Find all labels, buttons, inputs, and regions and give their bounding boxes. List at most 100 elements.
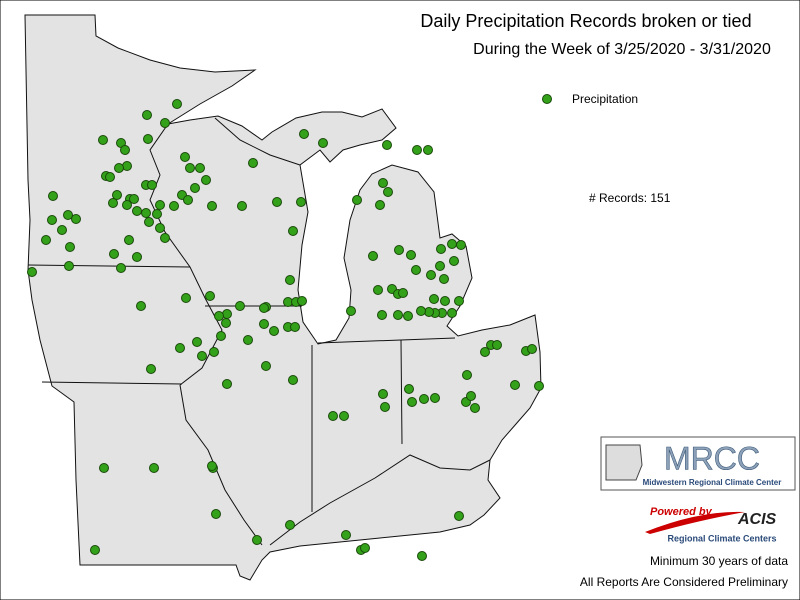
station-marker xyxy=(116,263,126,273)
station-marker xyxy=(211,509,221,519)
station-marker xyxy=(259,303,269,313)
station-marker xyxy=(155,223,165,233)
station-marker xyxy=(65,242,75,252)
station-marker xyxy=(447,239,457,249)
station-marker xyxy=(352,195,362,205)
station-marker xyxy=(296,197,306,207)
legend-marker xyxy=(542,94,552,104)
station-marker xyxy=(248,158,258,168)
station-marker xyxy=(411,265,421,275)
station-marker xyxy=(383,187,393,197)
station-marker xyxy=(99,463,109,473)
station-marker xyxy=(175,343,185,353)
station-marker xyxy=(108,198,118,208)
station-marker xyxy=(132,206,142,216)
station-marker xyxy=(207,201,217,211)
station-marker xyxy=(492,340,502,350)
station-marker xyxy=(480,347,490,357)
station-marker xyxy=(124,235,134,245)
station-marker xyxy=(285,520,295,530)
swoosh xyxy=(645,511,745,534)
station-markers xyxy=(27,99,544,561)
station-marker xyxy=(412,145,422,155)
powered-by: Powered by xyxy=(650,506,713,518)
station-marker xyxy=(63,210,73,220)
station-marker xyxy=(136,301,146,311)
station-marker xyxy=(435,261,445,271)
station-marker xyxy=(190,183,200,193)
station-marker xyxy=(64,261,74,271)
station-marker xyxy=(416,306,426,316)
border xyxy=(41,381,183,385)
station-marker xyxy=(269,326,279,336)
station-marker xyxy=(375,200,385,210)
station-marker xyxy=(290,322,300,332)
station-marker xyxy=(216,331,226,341)
station-marker xyxy=(456,240,466,250)
station-marker xyxy=(382,140,392,150)
station-marker xyxy=(272,197,282,207)
station-marker xyxy=(318,138,328,148)
station-marker xyxy=(377,310,387,320)
station-marker xyxy=(143,134,153,144)
title: Daily Precipitation Records broken or ti… xyxy=(420,11,751,31)
station-marker xyxy=(440,296,450,306)
station-marker xyxy=(48,191,58,201)
station-marker xyxy=(132,252,142,262)
station-marker xyxy=(426,270,436,280)
station-marker xyxy=(288,226,298,236)
station-marker xyxy=(152,209,162,219)
station-marker xyxy=(285,275,295,285)
station-marker xyxy=(378,178,388,188)
station-marker xyxy=(160,233,170,243)
station-marker xyxy=(109,249,119,259)
station-marker xyxy=(172,99,182,109)
footer-line: All Reports Are Considered Preliminary xyxy=(580,575,788,589)
station-marker xyxy=(394,245,404,255)
station-marker xyxy=(447,308,457,318)
station-marker xyxy=(122,200,132,210)
station-marker xyxy=(373,285,383,295)
station-marker xyxy=(259,319,269,329)
station-marker xyxy=(47,215,57,225)
acis-logo: Powered by ACIS Regional Climate Centers xyxy=(645,506,777,543)
station-marker xyxy=(112,190,122,200)
station-marker xyxy=(160,118,170,128)
logo-full-name: Midwestern Regional Climate Center xyxy=(643,478,782,487)
border xyxy=(214,117,301,166)
station-marker xyxy=(341,530,351,540)
station-marker xyxy=(419,394,429,404)
station-marker xyxy=(41,235,51,245)
station-marker xyxy=(221,318,231,328)
station-marker xyxy=(57,225,67,235)
station-marker xyxy=(436,244,446,254)
station-marker xyxy=(114,163,124,173)
station-marker xyxy=(237,201,247,211)
station-marker xyxy=(71,214,81,224)
station-marker xyxy=(205,291,215,301)
station-marker xyxy=(201,175,211,185)
region-outline xyxy=(24,14,542,581)
station-marker xyxy=(466,391,476,401)
station-marker xyxy=(27,267,37,277)
station-marker xyxy=(423,145,433,155)
station-marker xyxy=(209,347,219,357)
station-marker xyxy=(346,306,356,316)
station-marker xyxy=(368,251,378,261)
station-marker xyxy=(297,296,307,306)
logo-name: MRCC xyxy=(664,440,760,476)
station-marker xyxy=(155,200,165,210)
station-marker xyxy=(243,335,253,345)
station-marker xyxy=(235,301,245,311)
station-marker xyxy=(105,172,115,182)
station-marker xyxy=(197,351,207,361)
station-marker xyxy=(429,294,439,304)
station-marker xyxy=(449,256,459,266)
station-marker xyxy=(141,208,151,218)
station-marker xyxy=(195,163,205,173)
station-marker xyxy=(142,110,152,120)
border xyxy=(317,337,456,344)
station-marker xyxy=(439,274,449,284)
station-marker xyxy=(454,511,464,521)
